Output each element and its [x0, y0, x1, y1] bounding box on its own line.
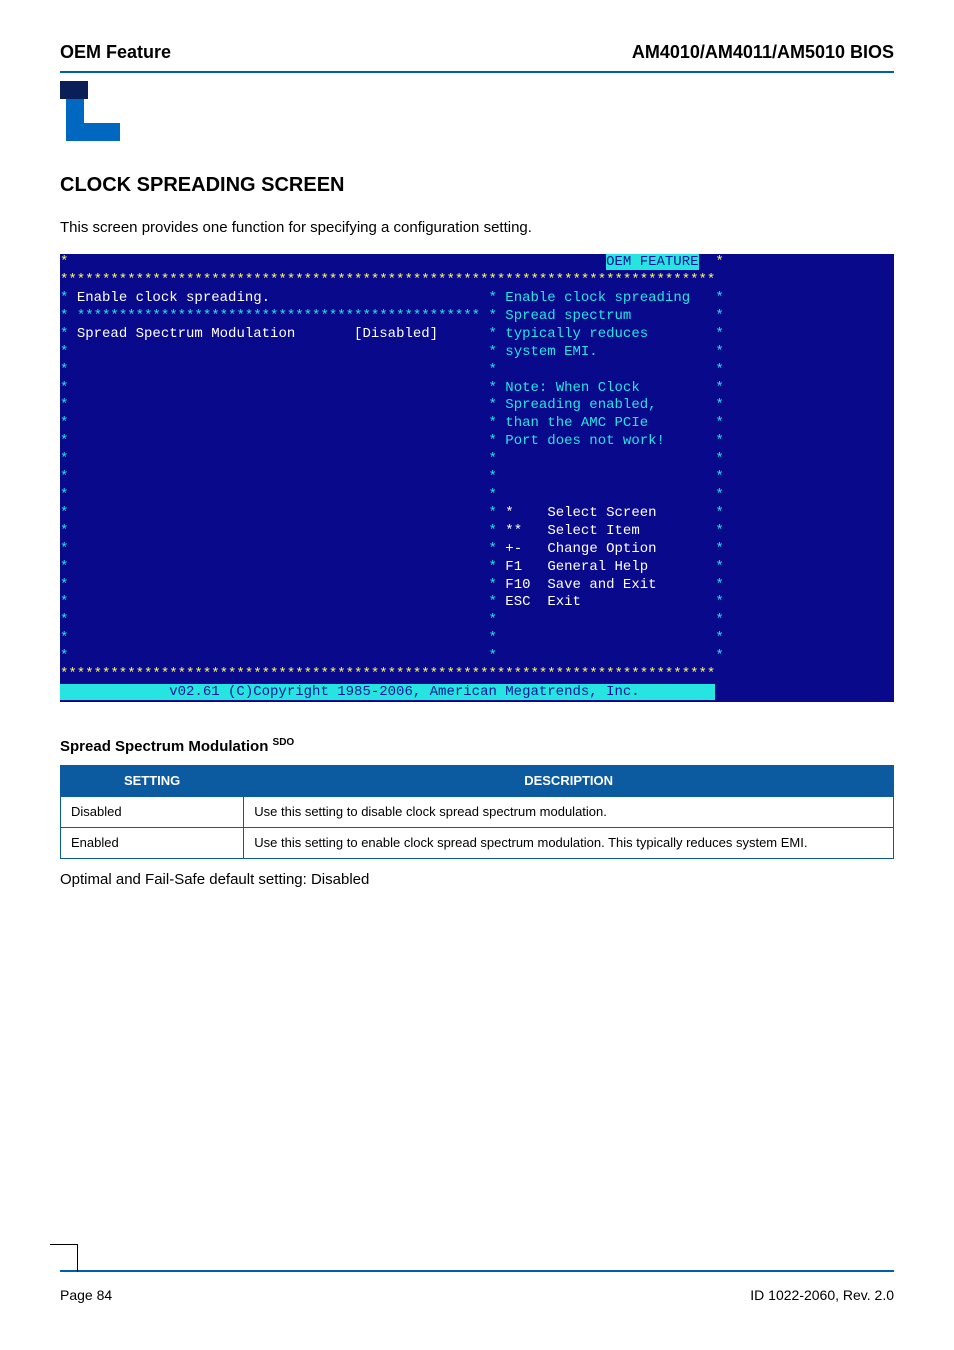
footer-corner-icon [50, 1244, 78, 1272]
page-footer: Page 84 ID 1022-2060, Rev. 2.0 [60, 1286, 894, 1306]
cell-description: Use this setting to disable clock spread… [244, 797, 894, 828]
table-title: Spread Spectrum Modulation SDO [60, 736, 894, 757]
settings-table: SETTING DESCRIPTION DisabledUse this set… [60, 765, 894, 860]
section-intro: This screen provides one function for sp… [60, 217, 894, 238]
header-left: OEM Feature [60, 40, 171, 65]
page-header: OEM Feature AM4010/AM4011/AM5010 BIOS [60, 40, 894, 65]
section-title: CLOCK SPREADING SCREEN [60, 171, 894, 199]
table-title-text: Spread Spectrum Modulation [60, 738, 268, 755]
table-row: DisabledUse this setting to disable cloc… [61, 797, 894, 828]
footer-left: Page 84 [60, 1286, 112, 1306]
cell-setting: Enabled [61, 828, 244, 859]
footer-rule [60, 1270, 894, 1272]
th-setting: SETTING [61, 765, 244, 796]
footer-right: ID 1022-2060, Rev. 2.0 [750, 1286, 894, 1306]
cell-description: Use this setting to enable clock spread … [244, 828, 894, 859]
header-right: AM4010/AM4011/AM5010 BIOS [632, 40, 894, 65]
brand-logo-icon [60, 81, 124, 141]
table-row: EnabledUse this setting to enable clock … [61, 828, 894, 859]
th-description: DESCRIPTION [244, 765, 894, 796]
default-setting-note: Optimal and Fail-Safe default setting: D… [60, 869, 894, 890]
cell-setting: Disabled [61, 797, 244, 828]
table-title-sup: SDO [273, 737, 295, 748]
header-rule [60, 71, 894, 73]
bios-terminal: * OEM FEATURE * ************************… [60, 254, 894, 702]
